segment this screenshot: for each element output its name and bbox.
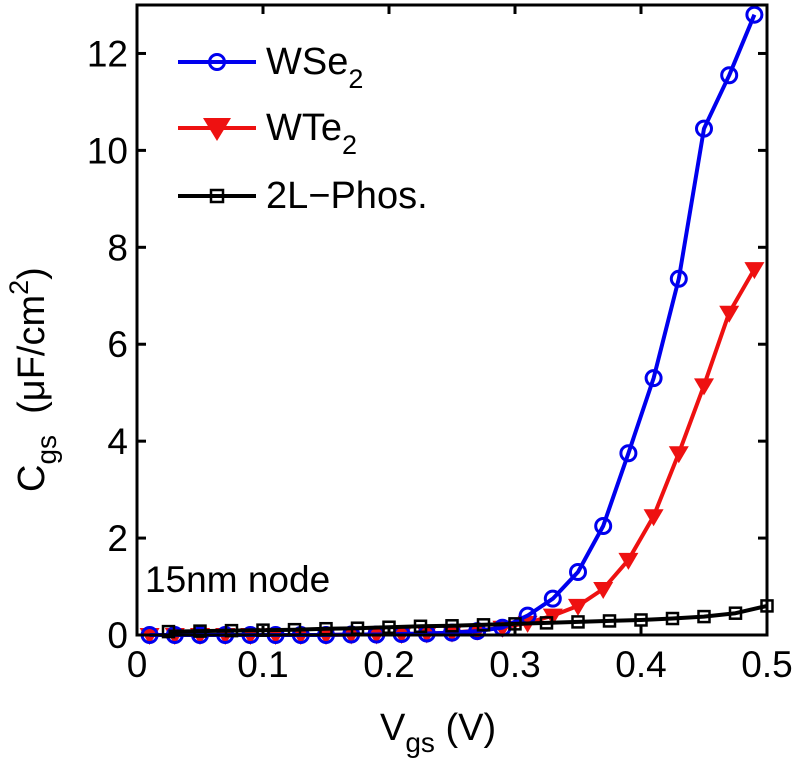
data-point (619, 444, 638, 463)
legend-label-wse2-main: WSe (266, 41, 348, 83)
ticks-layer: 0 0.1 0.2 0.3 0.4 0.5 0 2 4 6 8 10 12 (87, 5, 793, 685)
x-tick-label: 0.5 (741, 644, 792, 685)
series-wse2 (140, 5, 764, 644)
data-point (543, 589, 562, 608)
y-tick-label: 8 (107, 227, 128, 268)
data-point (668, 446, 689, 464)
data-point (193, 624, 207, 638)
data-point (719, 305, 740, 323)
x-axis-label-sub: gs (405, 727, 435, 758)
legend-label-wte2-main: WTe (266, 107, 342, 149)
legend-marker-2l-phos (209, 188, 225, 204)
data-point (644, 369, 663, 388)
legend-label-wte2-sub: 2 (342, 130, 357, 160)
data-point (476, 618, 491, 632)
data-point (744, 262, 765, 280)
legend-marker-wte2 (203, 118, 231, 141)
legend-marker-wse2 (208, 53, 226, 71)
y-axis-label-unit-sup: 2 (4, 280, 34, 295)
x-tick-label: 0.2 (363, 644, 414, 685)
y-tick-label: 2 (107, 518, 128, 559)
y-tick-label: 6 (107, 324, 128, 365)
plot-frame (135, 3, 769, 637)
series-line-wse2 (149, 13, 757, 637)
data-point (445, 619, 459, 633)
data-point (665, 611, 680, 626)
data-point (594, 516, 613, 535)
x-axis-label-unit: (V) (435, 707, 496, 749)
y-tick-label: 0 (107, 615, 128, 656)
x-tick-label: 0 (127, 644, 148, 685)
data-point (695, 119, 713, 138)
data-point (413, 619, 428, 634)
data-point (571, 615, 585, 629)
y-axis-label-unit-post: ) (11, 267, 53, 280)
legend: WSe2 WTe2 2L−Phos. (178, 41, 428, 217)
x-axis-label-main: V (380, 707, 406, 749)
x-tick-label: 0.3 (489, 644, 540, 685)
data-point (669, 269, 688, 288)
data-point (745, 5, 764, 24)
y-tick-label: 12 (87, 33, 128, 74)
y-tick-label: 4 (107, 421, 128, 462)
data-point (161, 624, 176, 639)
y-axis-label-sub: gs (31, 435, 62, 465)
data-point (568, 598, 588, 616)
x-axis-label: Vgs (V) (380, 707, 496, 758)
data-point (569, 563, 587, 581)
legend-label-wse2: WSe2 (266, 41, 363, 94)
data-point (694, 378, 714, 396)
legend-label-wte2: WTe2 (266, 107, 357, 160)
data-point (720, 66, 739, 85)
data-point (618, 552, 639, 570)
data-point (539, 616, 554, 630)
x-tick-label: 0.4 (615, 644, 666, 685)
data-point (634, 613, 648, 627)
data-point (728, 606, 743, 620)
data-point (593, 581, 614, 599)
y-axis-label-unit-pre: (μF/cm (11, 295, 53, 435)
series-2l-phos (161, 599, 774, 639)
y-tick-label: 10 (87, 130, 128, 171)
data-point (697, 609, 711, 624)
y-axis-label: Cgs (μF/cm2) (4, 267, 62, 492)
x-tick-label: 0.1 (237, 644, 288, 685)
legend-label-2l-phos: 2L−Phos. (266, 175, 428, 217)
data-point (602, 614, 617, 628)
legend-label-wse2-sub: 2 (348, 64, 363, 94)
y-axis-label-main: C (11, 465, 53, 492)
series-layer (139, 5, 774, 645)
data-point (643, 509, 664, 527)
annotation-label: 15nm node (145, 559, 330, 600)
